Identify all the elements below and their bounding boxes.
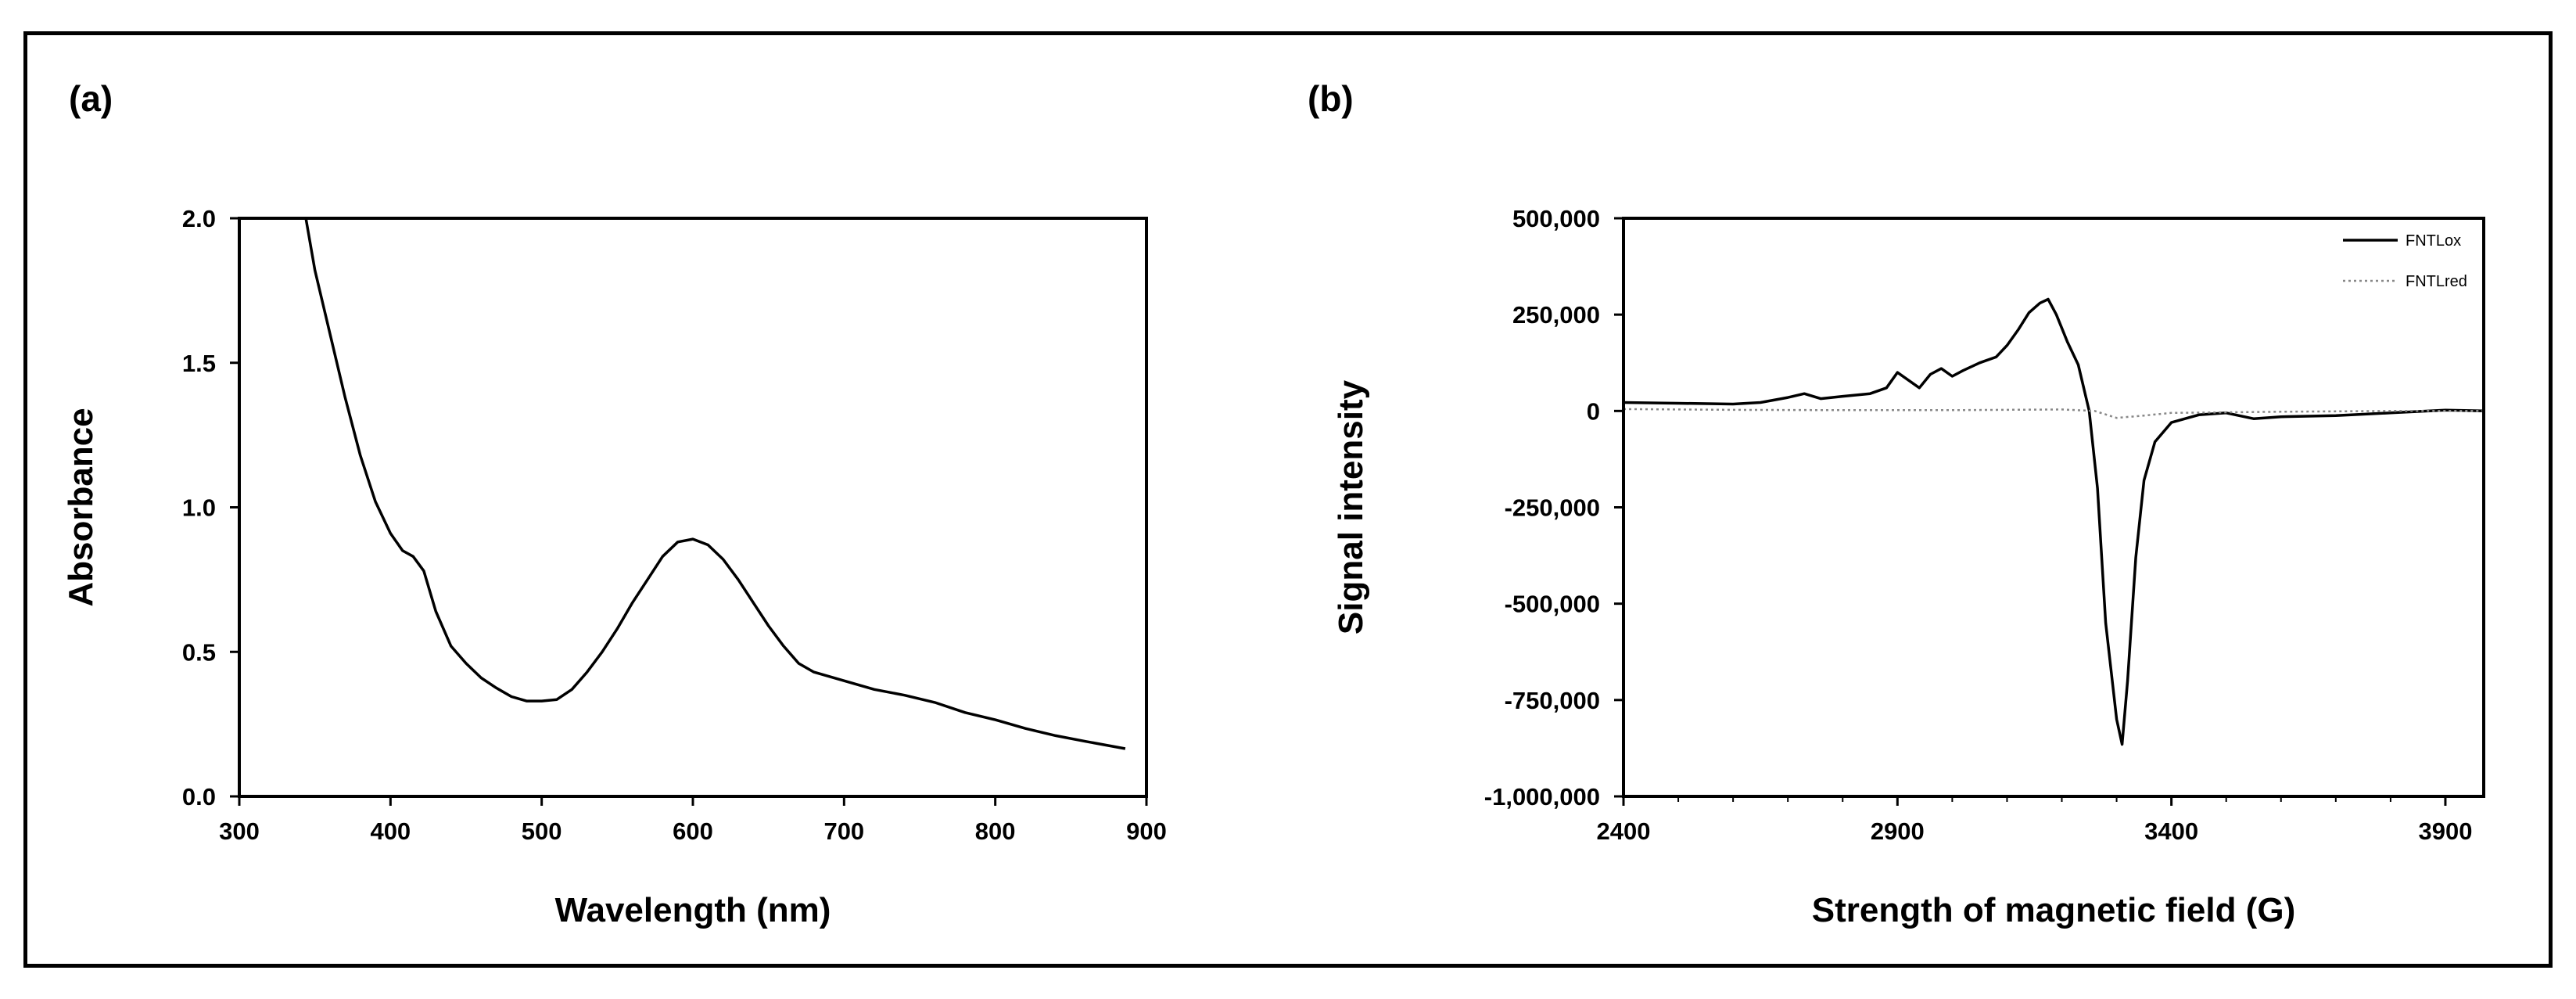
x-tick-label: 400 (370, 818, 411, 845)
y-tick-label: -500,000 (1505, 591, 1600, 618)
x-axis-title: Strength of magnetic field (G) (1812, 891, 2295, 929)
legend-label-fntlred: FNTLred (2406, 273, 2467, 290)
x-tick-label: 300 (219, 818, 260, 845)
y-tick-label: -1,000,000 (1484, 783, 1600, 810)
series-line-fntlred (1623, 408, 2484, 419)
x-tick-label: 500 (522, 818, 562, 845)
x-tick-label: 600 (673, 818, 713, 845)
x-tick-label: 3400 (2144, 818, 2198, 845)
series-line-fntlox (1623, 297, 2484, 746)
y-tick-label: 2.0 (182, 205, 216, 232)
plot-frame (1622, 217, 2485, 798)
panel-label: (b) (1308, 78, 1354, 119)
y-tick-label: 250,000 (1512, 301, 1600, 329)
x-tick-label: 700 (823, 818, 864, 845)
figure-frame (23, 31, 2553, 968)
y-axis-title: Signal intensity (1332, 379, 1370, 634)
y-tick-label: 0.0 (182, 783, 216, 810)
panel-label: (a) (69, 78, 113, 119)
x-tick-label: 900 (1126, 818, 1167, 845)
x-tick-label: 2400 (1597, 818, 1651, 845)
y-tick-label: 0.5 (182, 638, 216, 666)
y-tick-label: -750,000 (1505, 687, 1600, 714)
x-axis-title: Wavelength (nm) (555, 891, 831, 929)
series-line-absorbance (304, 218, 1126, 750)
y-tick-label: 1.5 (182, 350, 216, 377)
chart-panel-b: (b) 2400 2900 3400 3900 -1,000,000 -750,000 -50… (1308, 78, 2485, 929)
plot-frame (238, 217, 1148, 798)
y-axis-title: Absorbance (62, 408, 100, 606)
x-tick-label: 800 (975, 818, 1016, 845)
legend-label-fntlox: FNTLox (2406, 232, 2461, 250)
x-tick-label: 3900 (2418, 818, 2472, 845)
y-tick-label: -250,000 (1505, 494, 1600, 522)
y-tick-label: 500,000 (1512, 205, 1600, 232)
chart-panel-a: (a) 300 400 500 600 700 800 900 0.0 0.5 1.0 1.5 2.0 W… (62, 78, 1167, 929)
x-tick-label: 2900 (1871, 818, 1925, 845)
y-tick-label: 0 (1587, 397, 1600, 425)
y-tick-label: 1.0 (182, 494, 216, 522)
